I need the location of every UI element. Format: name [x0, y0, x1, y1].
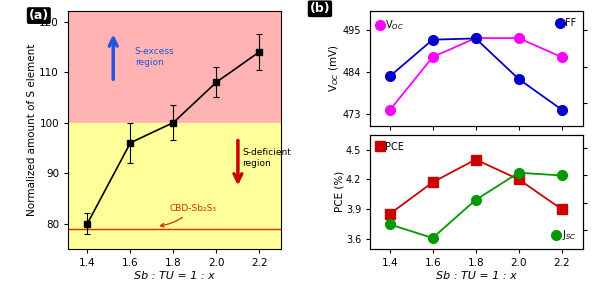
- Bar: [68, 123, 281, 249]
- Legend: PCE: PCE: [375, 140, 406, 154]
- Text: (a): (a): [28, 9, 49, 22]
- Text: (b): (b): [310, 2, 330, 15]
- Legend: J$_{SC}$: J$_{SC}$: [552, 226, 578, 244]
- Y-axis label: Normalized amount of S element: Normalized amount of S element: [27, 44, 37, 216]
- Text: CBD-Sb₂S₃: CBD-Sb₂S₃: [160, 204, 216, 227]
- Text: S-excess
region: S-excess region: [135, 47, 175, 67]
- Y-axis label: PCE (%): PCE (%): [334, 171, 345, 212]
- Y-axis label: V$_{OC}$ (mV): V$_{OC}$ (mV): [328, 45, 342, 92]
- Text: S-deficient
region: S-deficient region: [242, 148, 291, 168]
- X-axis label: Sb : TU = 1 : x: Sb : TU = 1 : x: [436, 271, 517, 281]
- Legend: FF: FF: [555, 16, 578, 30]
- Legend: V$_{OC}$: V$_{OC}$: [375, 16, 406, 34]
- Bar: [68, 0, 281, 123]
- X-axis label: Sb : TU = 1 : x: Sb : TU = 1 : x: [134, 271, 215, 281]
